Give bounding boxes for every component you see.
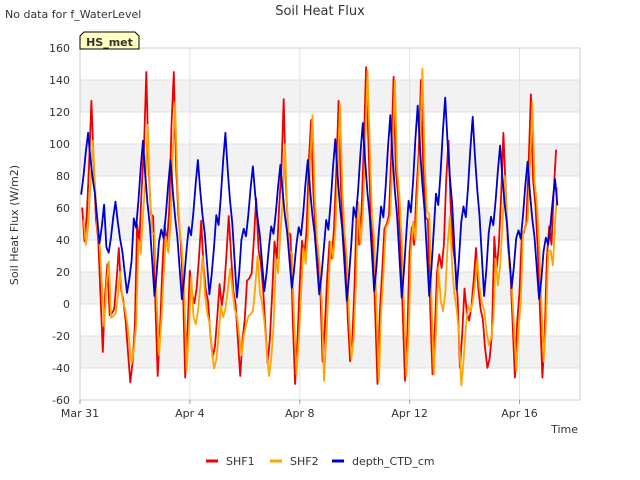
badge-shape	[79, 31, 140, 50]
legend-item-shf2[interactable]: SHF2	[270, 455, 319, 468]
legend-item-shf1[interactable]: SHF1	[206, 455, 255, 468]
badge-label: HS_met	[86, 36, 133, 49]
y-tick-label: -20	[52, 330, 70, 343]
plot-band	[80, 80, 580, 112]
legend[interactable]: SHF1 SHF2 depth_CTD_cm	[206, 455, 435, 468]
x-tick-label: Apr 8	[285, 407, 315, 420]
chart-title: Soil Heat Flux	[275, 4, 365, 19]
y-tick-label: 80	[56, 170, 70, 183]
x-axis-ticks: Mar 31 Apr 4 Apr 8 Apr 12 Apr 16	[61, 400, 538, 420]
x-tick-label: Apr 4	[175, 407, 205, 420]
plot-background-bands	[80, 80, 580, 368]
station-badge: HS_met	[79, 31, 140, 50]
series-lines	[80, 66, 559, 387]
y-tick-label: 140	[49, 74, 70, 87]
y-tick-label: 100	[49, 138, 70, 151]
y-axis-label: Soil Heat Flux (W/m2)	[8, 165, 21, 285]
plot-band	[80, 144, 580, 176]
x-tick-label: Mar 31	[61, 407, 99, 420]
legend-label: SHF1	[226, 455, 255, 468]
y-tick-label: 160	[49, 42, 70, 55]
y-tick-label: 60	[56, 202, 70, 215]
legend-item-depth-ctd-cm[interactable]: depth_CTD_cm	[332, 455, 435, 468]
status-text: No data for f_WaterLevel	[5, 8, 141, 21]
plot-band	[80, 336, 580, 368]
plot-frame	[79, 47, 581, 401]
x-axis-label: Time	[550, 423, 578, 436]
y-tick-label: 0	[63, 298, 70, 311]
series-line-depth-ctd-cm	[80, 96, 559, 302]
legend-label: SHF2	[290, 455, 319, 468]
y-tick-label: 20	[56, 266, 70, 279]
legend-label: depth_CTD_cm	[352, 455, 435, 468]
y-tick-label: 40	[56, 234, 70, 247]
y-tick-label: -40	[52, 362, 70, 375]
x-tick-label: Apr 12	[391, 407, 428, 420]
y-tick-label: 120	[49, 106, 70, 119]
y-axis-ticks: -60 -40 -20 0 20 40 60 80 100 120 140 160	[49, 42, 70, 407]
y-tick-label: -60	[52, 394, 70, 407]
x-tick-label: Apr 16	[501, 407, 538, 420]
